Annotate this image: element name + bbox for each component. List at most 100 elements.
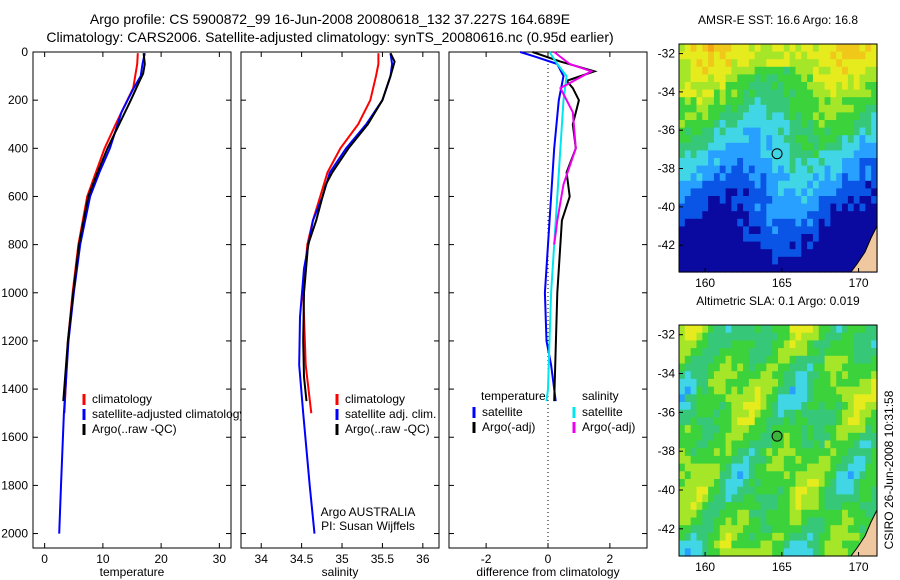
sst-map-cell bbox=[789, 44, 797, 53]
sla-map-cell bbox=[812, 417, 820, 426]
sst-map-cell bbox=[748, 44, 756, 53]
sst-map-cell bbox=[783, 173, 791, 182]
sst-map-cell bbox=[778, 264, 785, 273]
sla-map-cell bbox=[818, 386, 826, 395]
sst-map-cell bbox=[853, 211, 861, 220]
sla-map-cell bbox=[865, 502, 872, 511]
sla-map-cell bbox=[801, 394, 808, 403]
sla-map-cell bbox=[684, 548, 692, 557]
sst-map-cell bbox=[871, 89, 878, 98]
sla-map-cell bbox=[789, 479, 797, 488]
sst-map-cell bbox=[859, 180, 866, 189]
sst-map-cell bbox=[737, 188, 744, 197]
sla-map-cell bbox=[801, 479, 808, 488]
sst-map-cell bbox=[778, 104, 785, 113]
sla-map-cell bbox=[789, 532, 797, 542]
sst-map-cell bbox=[766, 203, 773, 212]
sla-map-cell bbox=[743, 479, 750, 488]
sla-map-cell bbox=[836, 471, 843, 480]
sst-map-cell bbox=[737, 218, 744, 227]
sst-map-cell bbox=[795, 104, 802, 113]
sst-map-cell bbox=[754, 188, 762, 197]
difference-legend-title-right: salinity bbox=[582, 389, 619, 403]
sla-map-cell bbox=[853, 502, 861, 511]
sla-map-cell bbox=[684, 332, 692, 341]
sla-map-cell bbox=[708, 548, 715, 557]
sst-map-cell bbox=[766, 180, 773, 189]
sla-map-cell bbox=[830, 340, 837, 349]
sla-map-cell bbox=[754, 517, 762, 526]
sla-map-cell bbox=[847, 402, 855, 411]
sla-map-cell bbox=[836, 532, 843, 542]
sla-map-cell bbox=[871, 386, 878, 395]
sst-map-cell bbox=[760, 97, 767, 106]
sst-map-cell bbox=[748, 203, 756, 212]
sla-map-cell bbox=[708, 402, 715, 411]
sst-map-cell bbox=[871, 104, 878, 113]
sla-map-cell bbox=[713, 479, 721, 488]
sst-map-cell bbox=[865, 150, 872, 159]
sla-map-cell bbox=[818, 525, 826, 534]
sst-map-cell bbox=[778, 211, 785, 220]
sla-map-cell bbox=[708, 363, 715, 372]
sla-map-cell bbox=[702, 417, 709, 426]
sst-map-cell bbox=[748, 82, 756, 91]
sst-map-cell bbox=[772, 196, 779, 205]
sla-map-cell bbox=[731, 494, 738, 503]
sla-map-cell bbox=[801, 386, 808, 395]
sst-map-cell bbox=[766, 120, 773, 129]
sla-map-cell bbox=[818, 532, 826, 542]
sst-map-cell bbox=[836, 180, 843, 189]
sla-map-cell bbox=[719, 548, 727, 557]
sst-map-cell bbox=[865, 112, 872, 121]
sla-map-cell bbox=[859, 332, 866, 341]
sla-map-cell bbox=[702, 325, 709, 334]
sst-map-cell bbox=[719, 97, 727, 106]
sla-map-cell bbox=[871, 494, 878, 503]
sla-map-cell bbox=[783, 548, 791, 557]
sla-map-cell bbox=[847, 348, 855, 357]
sla-map-cell bbox=[737, 463, 744, 472]
sst-map-cell bbox=[696, 211, 703, 220]
sst-map-cell bbox=[731, 173, 738, 182]
sla-map-cell bbox=[865, 440, 872, 449]
sla-map-cell bbox=[679, 378, 686, 388]
sla-map-cell bbox=[725, 386, 733, 395]
sla-map-cell bbox=[807, 448, 814, 457]
sla-map-cell bbox=[725, 409, 733, 418]
sst-map-cell bbox=[795, 234, 802, 243]
sla-map-cell bbox=[818, 425, 826, 434]
sla-map-cell bbox=[871, 325, 878, 334]
sst-map-cell bbox=[702, 135, 709, 144]
sst-map-cell bbox=[696, 173, 703, 182]
sst-map-cell bbox=[865, 196, 872, 205]
sst-map-cell bbox=[812, 150, 820, 159]
sst-map-cell bbox=[818, 249, 826, 258]
sla-map-cell bbox=[824, 486, 832, 495]
sla-map-cell bbox=[696, 363, 703, 372]
sst-map-cell bbox=[865, 158, 872, 167]
sla-map-cell bbox=[795, 386, 802, 395]
sst-map-cell bbox=[696, 89, 703, 98]
sst-map-cell bbox=[702, 241, 709, 250]
sla-map-cell bbox=[719, 525, 727, 534]
sla-map-cell bbox=[731, 502, 738, 511]
sst-map-cell bbox=[772, 66, 779, 75]
sst-map-cell bbox=[719, 226, 727, 235]
sla-map-cell bbox=[795, 509, 802, 519]
sla-map-cell bbox=[731, 440, 738, 449]
sst-map-cell bbox=[748, 66, 756, 75]
sst-map-cell bbox=[818, 82, 826, 91]
sst-map-cell bbox=[754, 158, 762, 167]
sst-map-ytick-label: -42 bbox=[658, 238, 676, 252]
sla-map-cell bbox=[871, 363, 878, 372]
sst-map-cell bbox=[789, 74, 797, 83]
sla-map-cell bbox=[719, 502, 727, 511]
sst-map-cell bbox=[760, 173, 767, 182]
sla-map-cell bbox=[708, 494, 715, 503]
sst-map-cell bbox=[801, 218, 808, 227]
sla-map-cell bbox=[865, 463, 872, 472]
sla-map-cell bbox=[731, 525, 738, 534]
sla-map-cell bbox=[719, 348, 727, 357]
sst-map-cell bbox=[871, 188, 878, 197]
